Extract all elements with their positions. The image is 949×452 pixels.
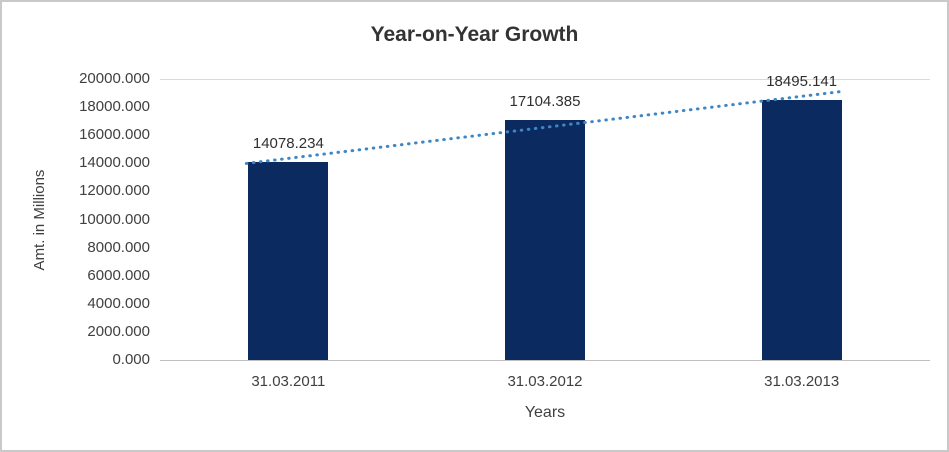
y-tick-label: 18000.000 [79, 98, 150, 116]
x-axis-title: Years [524, 404, 566, 421]
y-tick-label: 4000.000 [87, 294, 150, 312]
y-tick-label: 16000.000 [79, 126, 150, 144]
bar [248, 162, 329, 360]
bar-value-label: 17104.385 [509, 92, 581, 110]
bar [505, 119, 585, 360]
y-tick-label: 0.000 [112, 351, 150, 368]
y-tick-label: 12000.000 [79, 182, 150, 200]
x-tick-label: 31.03.2013 [764, 373, 840, 390]
x-tick-label: 31.03.2011 [251, 373, 326, 390]
x-axis-line [160, 360, 930, 361]
y-tick-label: 6000.000 [87, 266, 150, 284]
x-tick-label: 31.03.2012 [507, 373, 583, 390]
y-tick-label: 2000.000 [87, 322, 150, 340]
bar-value-label: 18495.141 [766, 73, 838, 91]
bar [761, 100, 842, 360]
chart-title: Year-on-Year Growth [370, 23, 579, 46]
y-tick-label: 8000.000 [87, 238, 150, 256]
y-tick-label: 20000.000 [79, 70, 150, 87]
bar-value-label: 14078.234 [252, 135, 324, 153]
top-gridline [160, 79, 930, 80]
y-tick-label: 10000.000 [79, 210, 150, 228]
y-tick-label: 14000.000 [79, 154, 150, 172]
